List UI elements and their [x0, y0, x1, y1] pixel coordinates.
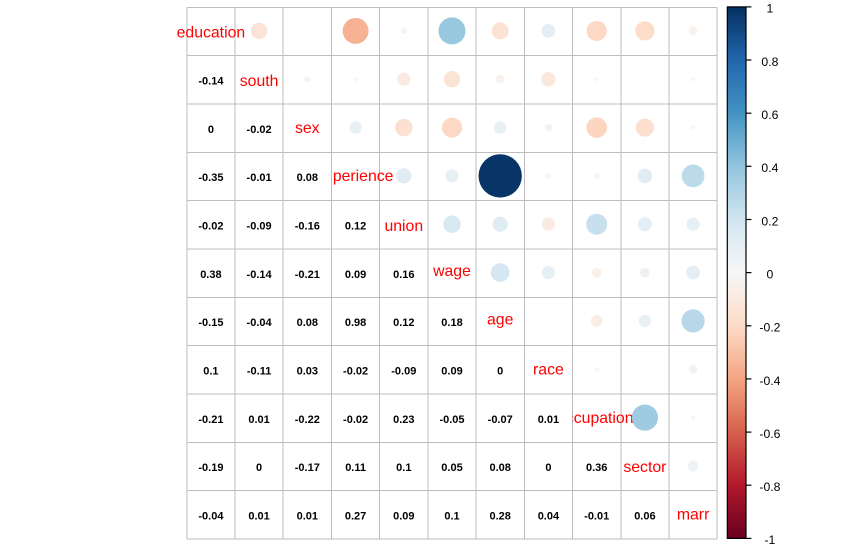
svg-text:0.12: 0.12 [393, 317, 414, 329]
svg-text:0.27: 0.27 [345, 511, 366, 523]
svg-text:0.28: 0.28 [489, 511, 510, 523]
svg-text:-0.01: -0.01 [247, 172, 272, 184]
svg-text:-0.02: -0.02 [343, 414, 368, 426]
svg-text:0.2: 0.2 [761, 214, 778, 228]
svg-text:0.05: 0.05 [441, 462, 462, 474]
svg-text:-0.04: -0.04 [247, 317, 273, 329]
svg-text:-0.14: -0.14 [198, 75, 224, 87]
svg-text:experience: experience [316, 168, 393, 185]
svg-text:-0.14: -0.14 [247, 269, 273, 281]
svg-text:-0.21: -0.21 [198, 414, 223, 426]
svg-text:0.08: 0.08 [297, 172, 318, 184]
svg-text:0.1: 0.1 [396, 462, 411, 474]
svg-text:wage: wage [432, 263, 471, 280]
svg-text:-0.11: -0.11 [247, 366, 271, 378]
svg-text:1: 1 [767, 2, 774, 16]
svg-text:-1: -1 [764, 533, 775, 547]
svg-text:0.4: 0.4 [761, 161, 778, 175]
svg-text:-0.15: -0.15 [198, 317, 223, 329]
svg-text:0.03: 0.03 [297, 366, 318, 378]
svg-text:age: age [487, 312, 514, 329]
svg-text:sex: sex [295, 120, 320, 137]
svg-text:-0.4: -0.4 [759, 374, 780, 388]
svg-text:south: south [240, 73, 279, 90]
svg-text:0.1: 0.1 [203, 366, 218, 378]
svg-text:-0.35: -0.35 [198, 172, 223, 184]
svg-text:-0.09: -0.09 [247, 220, 272, 232]
svg-text:0: 0 [767, 267, 774, 281]
svg-text:union: union [384, 218, 423, 235]
svg-text:0.38: 0.38 [200, 269, 221, 281]
svg-text:-0.21: -0.21 [295, 269, 320, 281]
svg-text:0.16: 0.16 [393, 269, 414, 281]
svg-text:-0.8: -0.8 [759, 480, 780, 494]
svg-text:0: 0 [497, 366, 503, 378]
svg-text:0: 0 [545, 462, 551, 474]
svg-text:0.1: 0.1 [444, 511, 459, 523]
svg-text:-0.09: -0.09 [391, 366, 416, 378]
svg-text:0.01: 0.01 [248, 414, 269, 426]
svg-text:0.08: 0.08 [297, 317, 318, 329]
svg-text:-0.02: -0.02 [343, 366, 368, 378]
svg-text:0.01: 0.01 [297, 511, 318, 523]
svg-text:0.11: 0.11 [345, 462, 366, 474]
svg-text:0.01: 0.01 [538, 414, 559, 426]
svg-text:0.04: 0.04 [538, 511, 560, 523]
svg-text:occupation: occupation [557, 410, 633, 427]
svg-text:0.6: 0.6 [761, 108, 778, 122]
svg-text:0: 0 [208, 124, 214, 136]
svg-text:0.09: 0.09 [345, 269, 366, 281]
svg-text:-0.16: -0.16 [295, 220, 320, 232]
svg-text:0.12: 0.12 [345, 220, 366, 232]
svg-text:0.18: 0.18 [441, 317, 462, 329]
svg-text:sector: sector [623, 459, 666, 476]
svg-text:0.01: 0.01 [248, 511, 269, 523]
svg-text:-0.19: -0.19 [198, 462, 223, 474]
svg-text:marr: marr [677, 507, 709, 524]
svg-text:-0.22: -0.22 [295, 414, 320, 426]
svg-text:0.8: 0.8 [761, 55, 778, 69]
svg-text:0.09: 0.09 [393, 511, 414, 523]
svg-text:-0.01: -0.01 [584, 511, 609, 523]
svg-text:-0.05: -0.05 [439, 414, 464, 426]
svg-text:-0.07: -0.07 [488, 414, 513, 426]
svg-text:0: 0 [256, 462, 262, 474]
svg-text:0.08: 0.08 [489, 462, 510, 474]
svg-text:0.23: 0.23 [393, 414, 414, 426]
svg-text:-0.2: -0.2 [759, 321, 780, 335]
svg-text:0.09: 0.09 [441, 366, 462, 378]
svg-text:-0.02: -0.02 [247, 124, 272, 136]
svg-text:-0.04: -0.04 [198, 511, 224, 523]
svg-text:race: race [533, 362, 564, 379]
svg-text:0.36: 0.36 [586, 462, 607, 474]
svg-text:-0.17: -0.17 [295, 462, 320, 474]
svg-text:0.98: 0.98 [345, 317, 366, 329]
svg-text:-0.6: -0.6 [759, 427, 780, 441]
svg-text:-0.02: -0.02 [198, 220, 223, 232]
svg-text:education: education [177, 25, 246, 42]
svg-text:0.06: 0.06 [634, 511, 655, 523]
